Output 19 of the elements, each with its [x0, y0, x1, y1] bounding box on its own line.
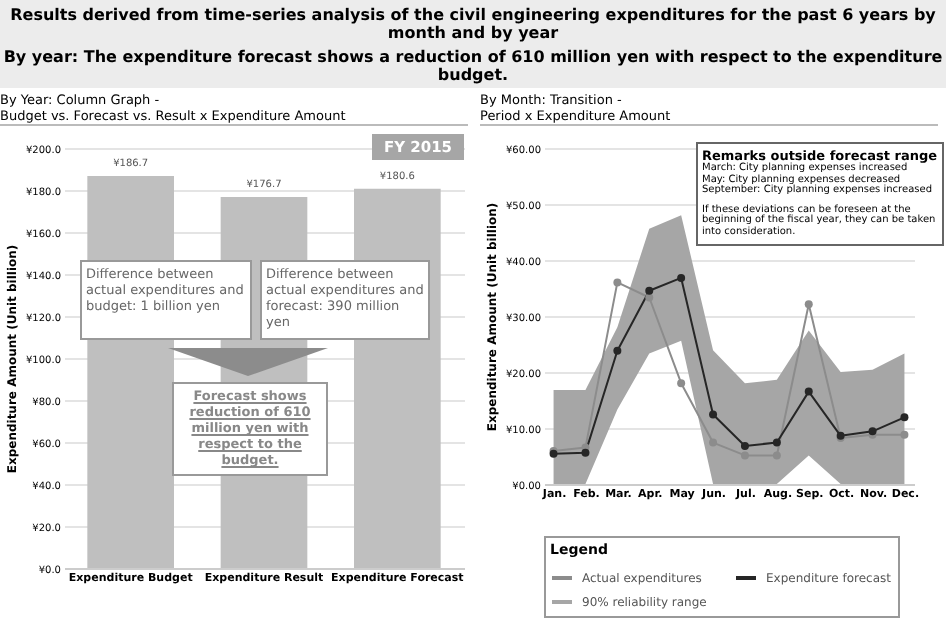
point — [900, 413, 909, 422]
point — [709, 410, 718, 419]
point — [772, 451, 781, 460]
point — [709, 438, 718, 447]
text: By year: The expenditure forecast shows a reduction of 610 million yen with respect to the expenditure budget. — [1, 48, 945, 84]
point — [613, 278, 622, 287]
point — [804, 300, 813, 309]
point — [677, 379, 686, 388]
point — [740, 451, 749, 460]
point — [613, 346, 622, 355]
point — [772, 438, 781, 447]
point — [804, 387, 813, 396]
point — [900, 430, 909, 439]
point — [645, 293, 654, 302]
text: Results derived from time-series analysis of the civil engineering expenditures for the past 6 years by month and by year — [8, 6, 938, 42]
point — [677, 273, 686, 282]
point — [740, 441, 749, 450]
point — [645, 286, 654, 295]
point — [581, 448, 590, 457]
